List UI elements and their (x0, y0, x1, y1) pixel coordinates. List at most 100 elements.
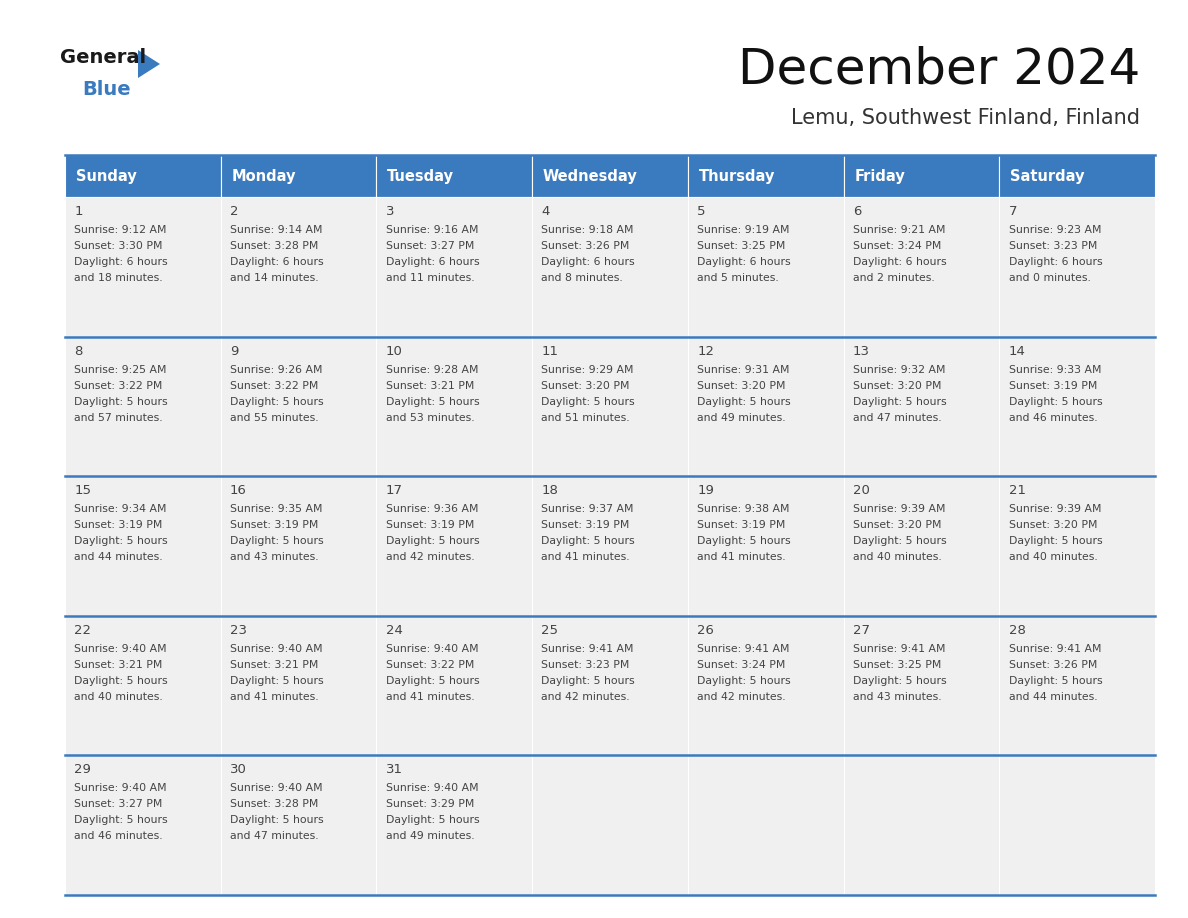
Text: Daylight: 5 hours: Daylight: 5 hours (386, 815, 480, 825)
Text: and 42 minutes.: and 42 minutes. (542, 692, 630, 701)
Text: Friday: Friday (854, 169, 905, 184)
Text: and 41 minutes.: and 41 minutes. (230, 692, 318, 701)
Text: 6: 6 (853, 205, 861, 218)
Text: 3: 3 (386, 205, 394, 218)
Bar (377, 155, 532, 197)
Text: Daylight: 5 hours: Daylight: 5 hours (230, 536, 323, 546)
Text: 8: 8 (75, 344, 83, 358)
Text: and 47 minutes.: and 47 minutes. (230, 832, 318, 842)
Text: Sunset: 3:19 PM: Sunset: 3:19 PM (1009, 381, 1097, 390)
Text: Sunset: 3:22 PM: Sunset: 3:22 PM (386, 660, 474, 670)
Text: and 43 minutes.: and 43 minutes. (230, 553, 318, 562)
Text: Sunset: 3:27 PM: Sunset: 3:27 PM (386, 241, 474, 251)
Bar (377, 337, 532, 476)
Text: Sunrise: 9:37 AM: Sunrise: 9:37 AM (542, 504, 634, 514)
Bar (688, 337, 843, 476)
Text: and 0 minutes.: and 0 minutes. (1009, 273, 1091, 283)
Text: Blue: Blue (82, 80, 131, 99)
Text: and 40 minutes.: and 40 minutes. (75, 692, 163, 701)
Text: Sunset: 3:21 PM: Sunset: 3:21 PM (386, 381, 474, 390)
Text: Daylight: 6 hours: Daylight: 6 hours (853, 257, 947, 267)
Bar (688, 155, 843, 197)
Text: Sunset: 3:22 PM: Sunset: 3:22 PM (230, 381, 318, 390)
Text: and 46 minutes.: and 46 minutes. (1009, 412, 1098, 422)
Text: and 55 minutes.: and 55 minutes. (230, 412, 318, 422)
Bar (999, 155, 1155, 197)
Text: Thursday: Thursday (699, 169, 775, 184)
Text: Sunset: 3:19 PM: Sunset: 3:19 PM (386, 521, 474, 531)
Text: 25: 25 (542, 624, 558, 637)
Text: 4: 4 (542, 205, 550, 218)
Text: Daylight: 5 hours: Daylight: 5 hours (1009, 536, 1102, 546)
Text: 28: 28 (1009, 624, 1025, 637)
Text: Daylight: 5 hours: Daylight: 5 hours (697, 397, 791, 407)
Text: 9: 9 (230, 344, 239, 358)
Bar (532, 155, 688, 197)
Text: Daylight: 5 hours: Daylight: 5 hours (230, 815, 323, 825)
Text: Sunrise: 9:34 AM: Sunrise: 9:34 AM (75, 504, 166, 514)
Text: Daylight: 6 hours: Daylight: 6 hours (75, 257, 168, 267)
Text: Sunset: 3:26 PM: Sunset: 3:26 PM (542, 241, 630, 251)
Text: Lemu, Southwest Finland, Finland: Lemu, Southwest Finland, Finland (791, 108, 1140, 128)
Text: 29: 29 (75, 764, 91, 777)
Bar (999, 197, 1155, 337)
Text: and 44 minutes.: and 44 minutes. (1009, 692, 1098, 701)
Text: and 40 minutes.: and 40 minutes. (853, 553, 942, 562)
Bar (843, 197, 999, 337)
Text: and 44 minutes.: and 44 minutes. (75, 553, 163, 562)
Bar (65, 756, 221, 895)
Text: Wednesday: Wednesday (543, 169, 638, 184)
Text: Sunset: 3:23 PM: Sunset: 3:23 PM (542, 660, 630, 670)
Text: 13: 13 (853, 344, 870, 358)
Text: Sunrise: 9:40 AM: Sunrise: 9:40 AM (386, 644, 479, 654)
Text: Daylight: 5 hours: Daylight: 5 hours (75, 676, 168, 686)
Text: Saturday: Saturday (1010, 169, 1085, 184)
Bar (65, 337, 221, 476)
Text: Sunrise: 9:39 AM: Sunrise: 9:39 AM (1009, 504, 1101, 514)
Text: Daylight: 6 hours: Daylight: 6 hours (386, 257, 480, 267)
Bar (999, 337, 1155, 476)
Text: Daylight: 5 hours: Daylight: 5 hours (386, 536, 480, 546)
Text: Sunset: 3:21 PM: Sunset: 3:21 PM (230, 660, 318, 670)
Text: 16: 16 (230, 484, 247, 498)
Text: Daylight: 5 hours: Daylight: 5 hours (386, 397, 480, 407)
Text: 22: 22 (75, 624, 91, 637)
Text: and 53 minutes.: and 53 minutes. (386, 412, 474, 422)
Text: 30: 30 (230, 764, 247, 777)
Text: Daylight: 6 hours: Daylight: 6 hours (1009, 257, 1102, 267)
Bar (377, 197, 532, 337)
Bar (377, 616, 532, 756)
Text: 5: 5 (697, 205, 706, 218)
Text: Sunrise: 9:41 AM: Sunrise: 9:41 AM (542, 644, 634, 654)
Text: and 46 minutes.: and 46 minutes. (75, 832, 163, 842)
Bar (688, 476, 843, 616)
Text: Sunrise: 9:39 AM: Sunrise: 9:39 AM (853, 504, 946, 514)
Text: 1: 1 (75, 205, 83, 218)
Text: Daylight: 5 hours: Daylight: 5 hours (230, 676, 323, 686)
Text: Sunrise: 9:40 AM: Sunrise: 9:40 AM (230, 644, 323, 654)
Text: Sunrise: 9:19 AM: Sunrise: 9:19 AM (697, 225, 790, 235)
Text: Sunrise: 9:26 AM: Sunrise: 9:26 AM (230, 364, 323, 375)
Text: Sunset: 3:29 PM: Sunset: 3:29 PM (386, 800, 474, 810)
Text: Daylight: 5 hours: Daylight: 5 hours (1009, 676, 1102, 686)
Text: Sunrise: 9:41 AM: Sunrise: 9:41 AM (1009, 644, 1101, 654)
Text: and 49 minutes.: and 49 minutes. (386, 832, 474, 842)
Bar (999, 476, 1155, 616)
Text: Sunrise: 9:29 AM: Sunrise: 9:29 AM (542, 364, 634, 375)
Text: and 51 minutes.: and 51 minutes. (542, 412, 630, 422)
Text: 19: 19 (697, 484, 714, 498)
Text: and 40 minutes.: and 40 minutes. (1009, 553, 1098, 562)
Text: 14: 14 (1009, 344, 1025, 358)
Text: Sunrise: 9:33 AM: Sunrise: 9:33 AM (1009, 364, 1101, 375)
Text: Sunrise: 9:38 AM: Sunrise: 9:38 AM (697, 504, 790, 514)
Text: Sunrise: 9:18 AM: Sunrise: 9:18 AM (542, 225, 634, 235)
Text: Sunset: 3:19 PM: Sunset: 3:19 PM (75, 521, 163, 531)
Text: Sunset: 3:21 PM: Sunset: 3:21 PM (75, 660, 163, 670)
Text: Sunset: 3:20 PM: Sunset: 3:20 PM (853, 381, 941, 390)
Bar (843, 476, 999, 616)
Bar (532, 197, 688, 337)
Text: Sunset: 3:19 PM: Sunset: 3:19 PM (697, 521, 785, 531)
Bar (843, 756, 999, 895)
Text: Sunset: 3:20 PM: Sunset: 3:20 PM (1009, 521, 1098, 531)
Text: 2: 2 (230, 205, 239, 218)
